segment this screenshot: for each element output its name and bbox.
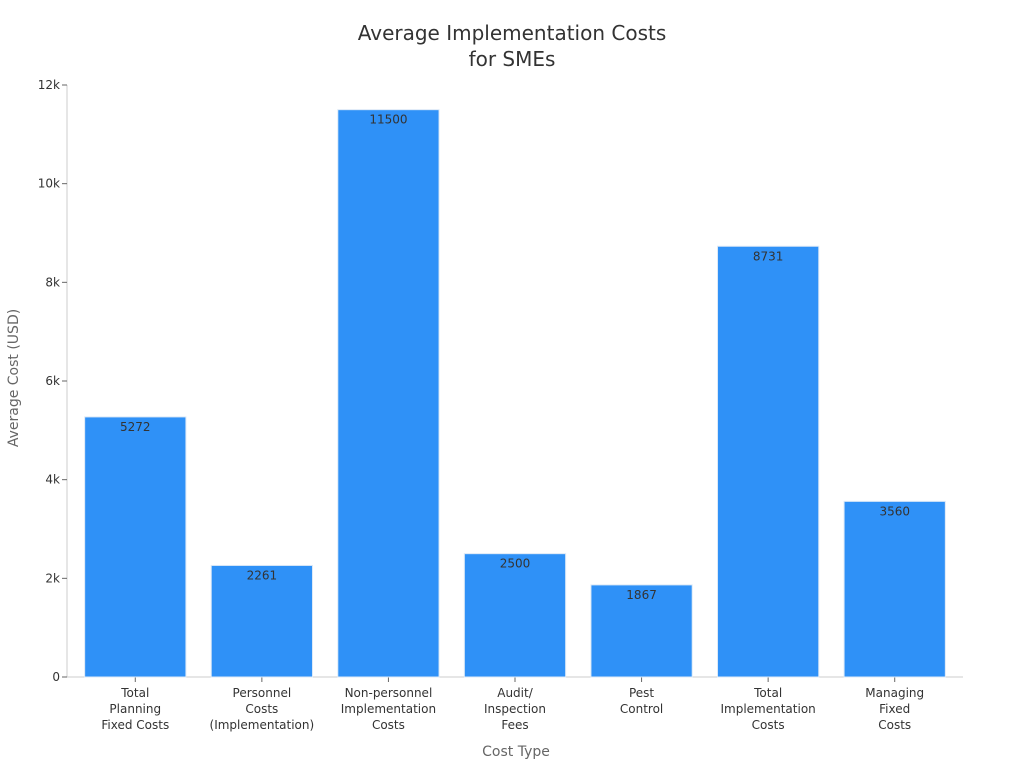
bar xyxy=(463,553,567,678)
x-tick-label: (Implementation) xyxy=(210,718,315,732)
x-axis: Total Planning Fixed Costs Personnel Costs (I… xyxy=(67,676,963,732)
x-tick-label: Pest xyxy=(629,686,654,700)
y-tick-label: 4k xyxy=(45,473,60,487)
bar-value-label: 3560 xyxy=(879,504,910,518)
x-tick-label: Control xyxy=(620,702,663,716)
x-tick-label: Planning xyxy=(109,702,161,716)
y-tick-label: 8k xyxy=(45,275,60,289)
bar xyxy=(717,245,820,678)
chart-title-line: for SMEs xyxy=(469,47,556,71)
x-tick-label: Costs xyxy=(372,718,405,732)
x-tick-label: Costs xyxy=(245,702,278,716)
bar-value-label: 11500 xyxy=(369,113,407,127)
x-tick-label: Non-personnel xyxy=(345,686,433,700)
bar xyxy=(337,109,440,678)
y-axis: 0 2k 4k 6k 8k 10k 12k xyxy=(38,78,68,684)
x-tick-label: Costs xyxy=(878,718,911,732)
x-tick-label: Audit/ xyxy=(497,686,533,700)
data-labels: 5272 2261 11500 2500 1867 8731 3560 xyxy=(120,113,910,602)
x-tick-label: Fixed Costs xyxy=(101,718,169,732)
y-tick-label: 6k xyxy=(45,374,60,388)
x-tick-label: Implementation xyxy=(341,702,436,716)
bar-value-label: 2261 xyxy=(247,568,278,582)
x-tick-label: Costs xyxy=(752,718,785,732)
x-tick-label: Implementation xyxy=(720,702,815,716)
bar-value-label: 1867 xyxy=(626,588,657,602)
bar-value-label: 2500 xyxy=(500,557,531,571)
y-tick-label: 10k xyxy=(38,177,60,191)
x-tick-label: Total xyxy=(120,686,149,700)
y-tick-label: 12k xyxy=(38,78,60,92)
bar-value-label: 8731 xyxy=(753,249,784,263)
x-tick-label: Inspection xyxy=(484,702,546,716)
x-tick-label: Fixed xyxy=(879,702,910,716)
x-tick-label: Total xyxy=(753,686,782,700)
bar xyxy=(210,564,313,678)
x-tick-label: Fees xyxy=(501,718,528,732)
y-axis-title: Average Cost (USD) xyxy=(6,309,22,447)
x-axis-title: Cost Type xyxy=(482,744,550,760)
chart-title-line: Average Implementation Costs xyxy=(358,21,667,45)
x-tick-label: Personnel xyxy=(233,686,292,700)
y-tick-label: 0 xyxy=(52,670,60,684)
y-tick-label: 2k xyxy=(45,571,60,585)
bar xyxy=(84,416,187,678)
bar xyxy=(843,500,946,678)
bars xyxy=(84,109,946,678)
x-tick-label: Managing xyxy=(865,686,924,700)
bar xyxy=(590,584,693,678)
bar-value-label: 5272 xyxy=(120,420,151,434)
